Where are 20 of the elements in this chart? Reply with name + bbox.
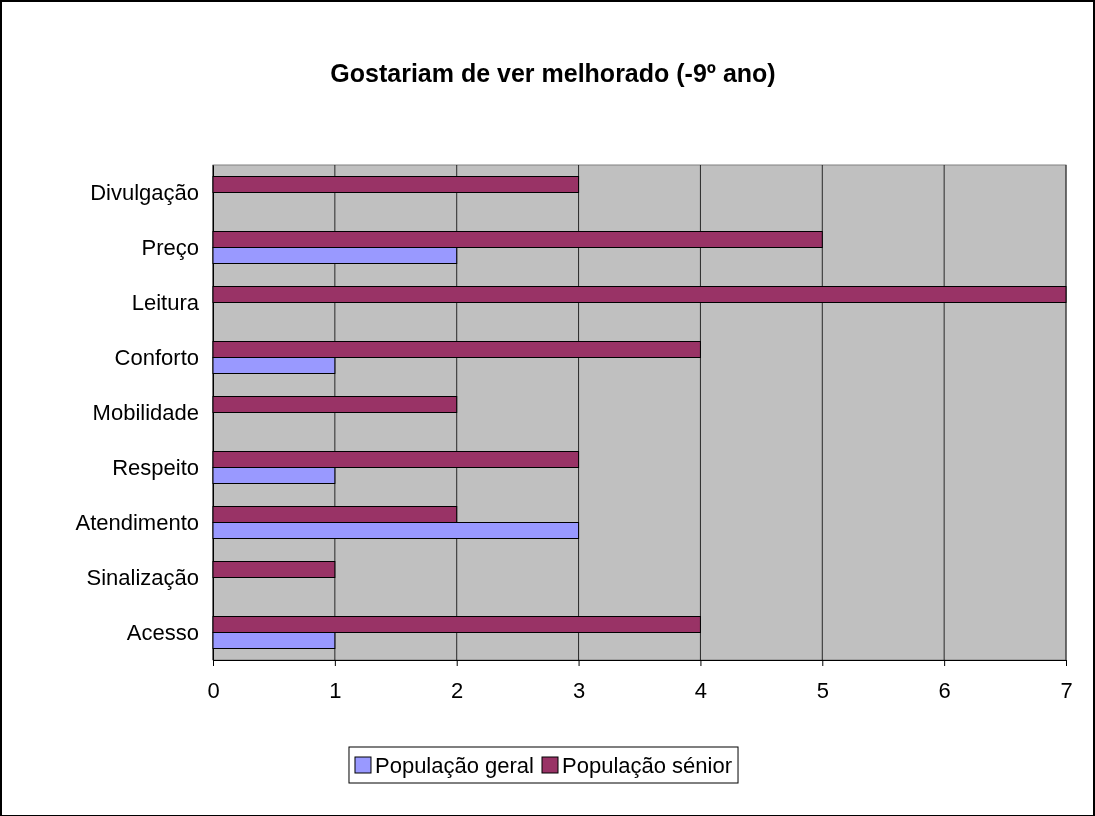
y-tick-label: Respeito — [112, 454, 199, 480]
y-tick-label: Atendimento — [75, 509, 199, 535]
x-tick-label: 2 — [451, 677, 464, 703]
x-tick-label: 4 — [694, 677, 708, 703]
y-tick-label: Acesso — [126, 619, 199, 645]
y-tick-label: Divulgação — [90, 179, 199, 205]
y-tick-label: Sinalização — [86, 564, 199, 590]
y-tick-label: Preço — [141, 234, 199, 260]
legend-label: População geral — [374, 753, 534, 778]
legend-label: População sénior — [562, 753, 733, 778]
x-tick-label: 1 — [329, 677, 342, 703]
y-tick-label: Mobilidade — [92, 399, 199, 425]
x-tick-label: 0 — [207, 677, 220, 703]
x-tick-label: 6 — [938, 677, 951, 703]
x-tick-label: 5 — [816, 677, 829, 703]
chart-title: Gostariam de ver melhorado (-9º ano) — [330, 59, 776, 87]
x-tick-label: 7 — [1060, 677, 1073, 703]
y-tick-label: Conforto — [114, 344, 199, 370]
y-tick-label: Leitura — [131, 289, 200, 315]
x-tick-label: 3 — [572, 677, 586, 703]
